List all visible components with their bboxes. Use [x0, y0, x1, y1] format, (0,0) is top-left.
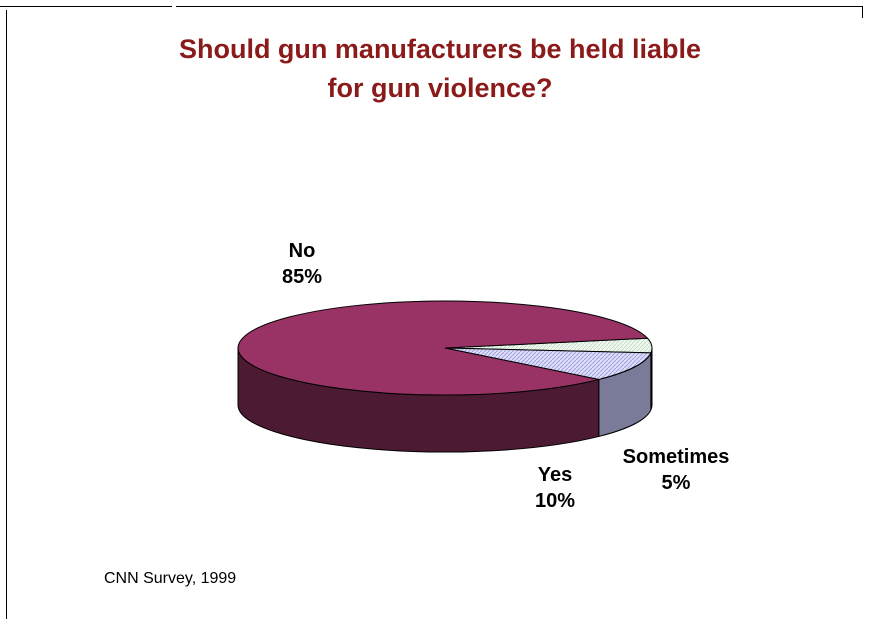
pie-slice-yes — [444, 347, 652, 380]
slice-label-yes-name: Yes — [537, 464, 573, 486]
slice-label-sometimes-value: 5% — [661, 472, 691, 494]
slice-label-yes-value: 10% — [534, 490, 576, 512]
frame-top-border-right — [176, 6, 862, 7]
frame-left-border — [6, 10, 7, 619]
chart-title: Should gun manufacturers be held liable … — [40, 30, 840, 108]
slice-label-yes: Yes 10% — [515, 462, 595, 514]
slice-label-no: No 85% — [262, 238, 342, 290]
slice-label-no-value: 85% — [281, 266, 323, 288]
frame-top-border — [0, 6, 172, 7]
pie-slice-no — [237, 300, 649, 396]
chart-title-line-1: Should gun manufacturers be held liable — [178, 34, 702, 64]
slice-label-sometimes-name: Sometimes — [622, 446, 730, 468]
source-note: CNN Survey, 1999 — [104, 570, 237, 587]
frame-right-border — [862, 6, 863, 18]
pie-tops — [237, 300, 653, 396]
slice-label-sometimes: Sometimes 5% — [606, 444, 746, 496]
slice-label-no-name: No — [288, 240, 316, 262]
chart-title-line-2: for gun violence? — [327, 73, 553, 103]
